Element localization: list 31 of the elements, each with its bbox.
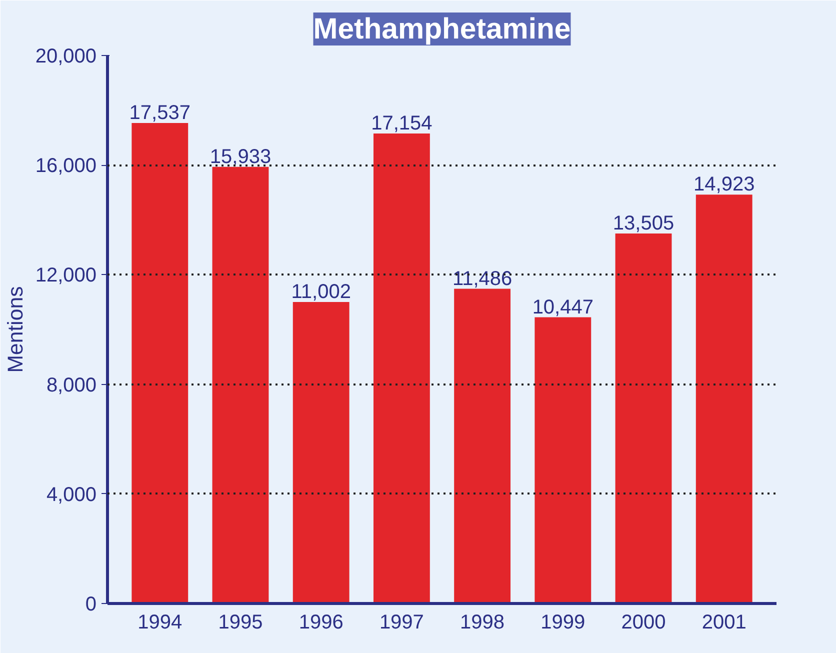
data-label: 17,154 [371, 112, 432, 134]
data-label: 17,537 [129, 102, 190, 124]
x-tick-label: 1999 [540, 612, 586, 634]
bar [212, 166, 269, 604]
data-label: 15,933 [210, 146, 272, 168]
y-tick-label: 4,000 [46, 484, 97, 506]
y-tick-label: 8,000 [46, 374, 97, 396]
x-tick-label: 1994 [138, 612, 182, 634]
data-label: 13,505 [612, 212, 674, 234]
x-tick-label: 1998 [460, 612, 505, 634]
chart-title: Methamphetamine [313, 12, 571, 46]
y-tick-label: 12,000 [35, 264, 96, 287]
x-tick-label: 1995 [218, 612, 263, 634]
bar [696, 194, 752, 604]
bar [534, 317, 592, 604]
y-tick-label: 16,000 [35, 155, 96, 178]
bar [132, 122, 188, 604]
bar [292, 302, 350, 604]
x-tick-label: 1996 [298, 612, 344, 634]
y-axis-title: Mentions [3, 286, 28, 373]
data-label: 11,002 [291, 281, 351, 304]
data-label: 10,447 [532, 296, 594, 318]
x-tick-label: 2000 [621, 612, 666, 634]
x-tick-label: 2001 [702, 612, 746, 634]
y-tick-label: 0 [85, 594, 96, 616]
bar [373, 133, 430, 604]
x-tick-label: 1997 [379, 612, 424, 634]
y-tick-label: 20,000 [35, 46, 96, 68]
bar [615, 233, 672, 604]
bar [454, 288, 511, 604]
data-label: 14,923 [694, 174, 755, 196]
